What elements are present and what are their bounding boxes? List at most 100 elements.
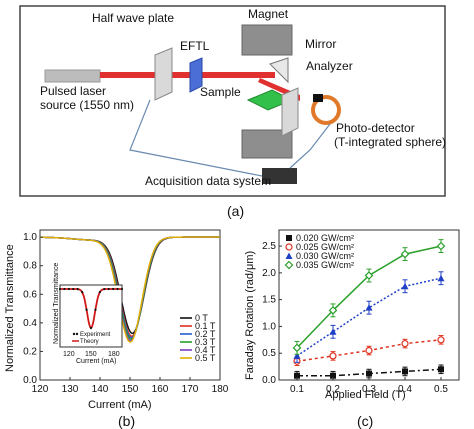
inset-exp-point	[112, 287, 115, 291]
data-point-c	[329, 328, 337, 335]
inset-exp-point	[81, 291, 84, 294]
inset-legend-marker-exp2	[75, 332, 79, 336]
xtick-label-b: 120	[32, 384, 49, 395]
inset-exp-point	[67, 287, 70, 291]
xtick-label-c: 0.2	[326, 384, 340, 395]
data-point-c	[328, 306, 338, 315]
data-point-c	[436, 241, 446, 251]
label-magnet: Magnet	[248, 7, 289, 21]
acquisition-box-icon	[262, 168, 297, 184]
xtick-label-b: 180	[212, 384, 229, 395]
data-point-c	[438, 366, 444, 373]
curves-group	[40, 236, 220, 343]
ytick-label-c: 0.5	[262, 348, 276, 359]
x-ticks-c: 0.1 0.2 0.3 0.4 0.5	[290, 377, 448, 395]
inset-legend-exp: Experiment	[80, 332, 111, 338]
label-sample: Sample	[200, 85, 241, 99]
eftl-icon	[189, 57, 203, 93]
data-point-c	[365, 304, 373, 311]
inset-exp-point	[58, 287, 62, 291]
data-point-c	[365, 346, 373, 355]
ytick-label-b: 0.2	[23, 346, 37, 357]
legend-b: 0 T0.1 T0.2 T0.3 T0.4 T0.5 T	[180, 313, 216, 363]
inset-exp-point	[76, 288, 79, 291]
legend-label-c: 0.035 GW/cm²	[296, 260, 354, 270]
setup-schematic: Half wave plate Magnet EFTL Mirror Pulse…	[19, 5, 446, 219]
xtick-label-c: 0.1	[290, 384, 304, 395]
ytick-label-b: 0.4	[23, 318, 37, 329]
curve-0.5T	[40, 236, 220, 343]
ylabel-c: Faraday Rotation (rad/μm)	[244, 251, 256, 380]
fit-line-c	[296, 277, 442, 357]
inset-exp-point	[116, 287, 119, 291]
legend-label-c: 0.020 GW/cm²	[296, 233, 354, 243]
inset-legend-theory: Theory	[80, 339, 99, 345]
data-point-c	[366, 370, 372, 377]
caption-b: (b)	[118, 413, 135, 429]
legend-label-b: 0.1 T	[195, 321, 216, 331]
inset-exp-point	[63, 287, 66, 291]
ytick-label-c: 2.0	[262, 268, 276, 279]
data-point-c	[437, 274, 445, 282]
data-point-c	[329, 352, 337, 360]
ytick-label-c: 1.0	[262, 321, 276, 332]
inset-legend-marker-exp	[72, 332, 76, 336]
inset-exp-point	[72, 287, 75, 291]
xtick-label-b: 150	[122, 384, 139, 395]
integrating-sphere-icon	[311, 95, 341, 125]
label-half-wave-plate: Half wave plate	[92, 11, 174, 25]
legend-label-b: 0 T	[195, 313, 208, 323]
inset-exp-point	[120, 287, 124, 291]
inset-exp-point	[89, 326, 93, 330]
inset-exp-point	[98, 291, 101, 294]
inset-experiment-points	[58, 287, 124, 330]
xlabel-b: Current (mA)	[88, 399, 152, 411]
ytick-label-c: 1.5	[262, 295, 276, 306]
ytick-label-b: 0.0	[23, 375, 37, 386]
half-wave-plate-icon	[154, 47, 173, 101]
inset-exp-point	[94, 308, 97, 311]
data-point-c	[402, 368, 408, 375]
xtick-label-c: 0.5	[434, 384, 448, 395]
inset-xtick-0: 120	[63, 351, 75, 358]
series-group-c	[292, 239, 446, 381]
label-laser-line1: Pulsed laser	[40, 84, 106, 98]
y-ticks-c: 0.0 0.5 1.0 1.5 2.0 2.5	[262, 241, 282, 386]
label-photodetector-line1: Photo-detector	[336, 121, 415, 135]
xtick-label-c: 0.3	[362, 384, 376, 395]
caption-a: (a)	[227, 203, 244, 219]
data-point-c	[437, 336, 445, 344]
laser-beam	[100, 72, 275, 78]
inset-plot: 120 150 180 Current (mA) Normalized Tran…	[53, 263, 124, 365]
label-photodetector-line2: (T-integrated sphere)	[334, 135, 446, 149]
transmittance-chart: 120 130 140 150 160 170 180 0.0 0.2 0.4 0.6 0.8 1.0…	[4, 229, 229, 429]
legend-label-b: 0.3 T	[195, 337, 216, 347]
analyzer-icon	[281, 87, 299, 137]
legend-label-b: 0.2 T	[195, 329, 216, 339]
data-point-c	[401, 282, 409, 290]
mirror-icon	[269, 57, 289, 84]
inset-xtick-2: 180	[108, 351, 120, 358]
inset-xlabel: Current (mA)	[76, 358, 116, 365]
inset-exp-point	[103, 288, 106, 291]
legend-label-b: 0.4 T	[195, 345, 216, 355]
data-point-c	[294, 372, 300, 379]
inset-frame	[59, 284, 123, 348]
ytick-label-c: 0.0	[262, 375, 276, 386]
ylabel-b: Normalized Transmittance	[4, 244, 16, 372]
faraday-rotation-chart: 0.1 0.2 0.3 0.4 0.5 0.0 0.5 1.0 1.5 2.0 2.5 0.020…	[244, 229, 460, 429]
label-eftl: EFTL	[180, 39, 210, 53]
xtick-label-c: 0.4	[398, 384, 412, 395]
ytick-label-b: 0.6	[23, 289, 37, 300]
data-point-c	[293, 352, 301, 359]
cable-detector	[289, 123, 331, 169]
inset-ylabel: Normalized Transmittance	[53, 263, 60, 344]
xtick-label-b: 160	[152, 384, 169, 395]
legend-label-b: 0.5 T	[195, 353, 216, 363]
ytick-label-b: 0.8	[23, 261, 37, 272]
legend-label-c: 0.025 GW/cm²	[296, 242, 354, 252]
inset-exp-point	[85, 308, 88, 311]
data-point-c	[292, 343, 302, 353]
label-mirror: Mirror	[305, 37, 336, 51]
